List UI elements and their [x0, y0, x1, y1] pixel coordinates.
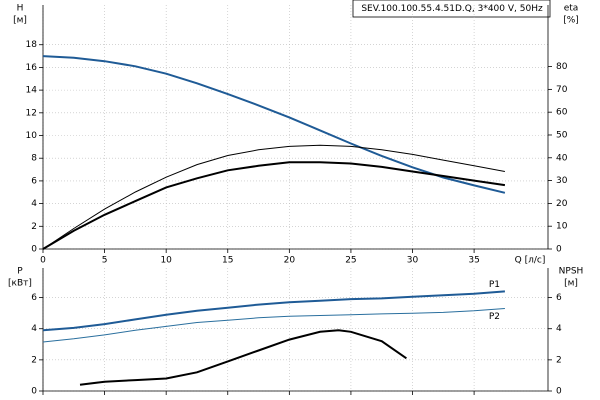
y2-axis-label: eta [564, 4, 579, 14]
x-tick-label: 20 [284, 256, 296, 266]
y-axis-label: P [17, 267, 23, 277]
y-tick-label: 4 [31, 324, 37, 334]
y2-tick-label: 20 [556, 199, 568, 209]
x-tick-label: 30 [407, 256, 419, 266]
x-tick-label: 15 [222, 256, 233, 266]
series-line [79, 329, 407, 386]
y-tick-label: 14 [26, 86, 38, 96]
y2-tick-label: 50 [556, 130, 568, 140]
y-tick-label: 8 [31, 154, 37, 164]
y2-tick-label: 4 [556, 324, 562, 334]
x-axis-label: Q [л/с] [515, 256, 546, 266]
y-tick-label: 4 [31, 199, 37, 209]
y-axis-label: [м] [13, 16, 27, 26]
y-axis-label: H [17, 4, 24, 14]
series-line [42, 144, 505, 250]
y-tick-label: 18 [26, 40, 38, 50]
y-tick-label: 6 [31, 176, 37, 186]
x-tick-label: 5 [102, 256, 108, 266]
series-line [42, 308, 505, 343]
y-tick-label: 16 [26, 63, 38, 73]
y2-axis-label: NPSH [559, 267, 584, 277]
y-tick-label: 0 [31, 387, 37, 397]
y-tick-label: 6 [31, 293, 37, 303]
y2-tick-label: 10 [556, 222, 568, 232]
y2-tick-label: 60 [556, 108, 568, 118]
series-line [42, 290, 505, 332]
y2-tick-label: 30 [556, 176, 568, 186]
y2-tick-label: 2 [556, 355, 562, 365]
y2-axis-label: [%] [563, 16, 579, 26]
y-tick-label: 2 [31, 222, 37, 232]
title-box [352, 0, 551, 18]
x-tick-label: 35 [468, 256, 479, 266]
y-tick-label: 12 [26, 108, 37, 118]
y-tick-label: 0 [31, 245, 37, 255]
series-line [42, 161, 506, 250]
y2-axis-label: [м] [564, 279, 578, 289]
y2-tick-label: 80 [556, 62, 568, 72]
y2-tick-label: 0 [556, 245, 562, 255]
x-tick-label: 0 [40, 256, 46, 266]
y2-tick-label: 6 [556, 293, 562, 303]
x-tick-label: 25 [345, 256, 356, 266]
series-label: P1 [489, 280, 500, 290]
y2-tick-label: 0 [556, 387, 562, 397]
series-line [42, 55, 506, 194]
y2-tick-label: 40 [556, 153, 568, 163]
y-tick-label: 10 [26, 131, 38, 141]
y-axis-label: [кВт] [8, 279, 32, 289]
x-tick-label: 10 [160, 256, 172, 266]
y-tick-label: 2 [31, 355, 37, 365]
series-label: P2 [489, 312, 500, 322]
chart-title: SEV.100.100.55.4.51D.Q, 3*400 V, 50Hz [361, 4, 543, 14]
y2-tick-label: 70 [556, 85, 568, 95]
